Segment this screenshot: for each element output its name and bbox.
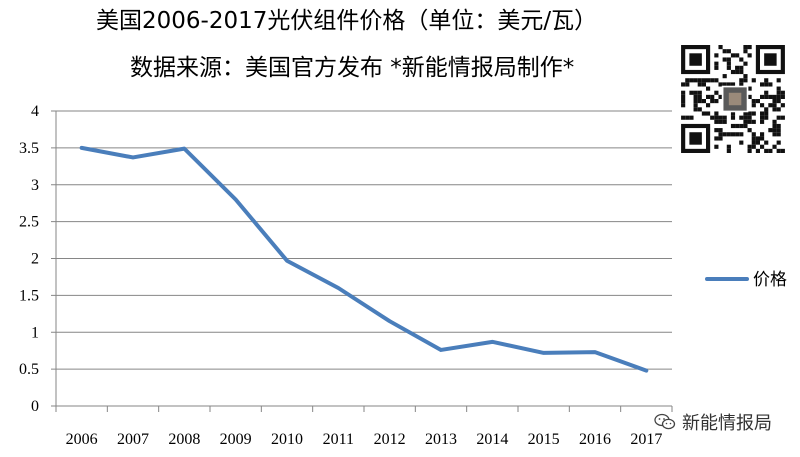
chart-subtitle: 数据来源：美国官方发布 *新能情报局制作* <box>130 55 575 81</box>
axes <box>51 110 673 412</box>
y-tick-label: 2.5 <box>19 214 39 231</box>
x-tick-label: 2015 <box>528 431 560 448</box>
x-tick-label: 2013 <box>425 431 457 448</box>
x-tick-labels: 2006 2007 2008 2009 2010 2011 2012 2013 2014 2015… <box>66 431 663 448</box>
y-tick-labels: 0 0.5 1 1.5 2 2.5 3 3.5 4 <box>19 103 39 415</box>
x-tick-label: 2006 <box>66 431 98 448</box>
y-tick-label: 1 <box>31 324 39 341</box>
y-tick-label: 2 <box>31 251 39 268</box>
y-tick-label: 0 <box>31 398 39 415</box>
watermark: 新能情报局 <box>654 410 772 434</box>
x-tick-label: 2012 <box>374 431 406 448</box>
legend-label: 价格 <box>753 270 787 290</box>
y-tick-label: 1.5 <box>19 287 39 304</box>
gridlines <box>56 110 672 370</box>
x-tick-label: 2016 <box>579 431 611 448</box>
series-line <box>79 145 649 373</box>
x-tick-label: 2009 <box>220 431 252 448</box>
qr-code-icon <box>681 45 785 153</box>
y-tick-label: 3 <box>31 177 39 194</box>
x-tick-label: 2011 <box>323 431 354 448</box>
x-tick-label: 2014 <box>476 431 508 448</box>
x-tick-label: 2010 <box>271 431 303 448</box>
watermark-text: 新能情报局 <box>682 413 772 434</box>
legend: 价格 <box>705 270 787 290</box>
x-tick-label: 2007 <box>117 431 149 448</box>
y-tick-label: 0.5 <box>19 361 39 378</box>
chart-title: 美国2006-2017光伏组件价格（单位：美元/瓦） <box>96 8 598 34</box>
x-tick-label: 2008 <box>168 431 200 448</box>
y-tick-label: 3.5 <box>19 140 39 157</box>
y-tick-label: 4 <box>31 103 39 120</box>
wechat-icon <box>654 413 676 430</box>
x-tick-label: 2017 <box>630 431 662 448</box>
series-lines <box>79 145 649 373</box>
